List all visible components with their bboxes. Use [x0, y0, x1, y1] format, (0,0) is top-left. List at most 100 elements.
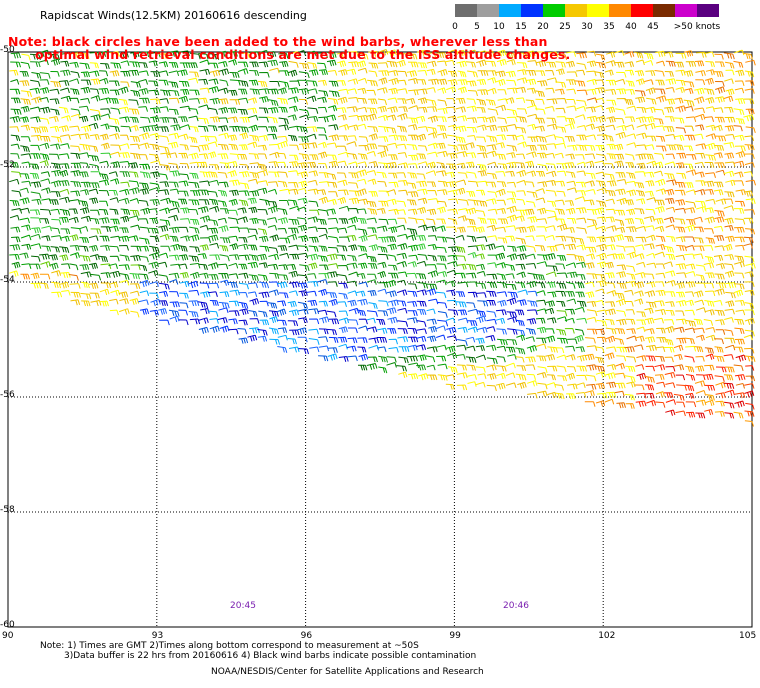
wind-barb — [119, 273, 130, 281]
wind-barb — [21, 90, 32, 98]
wind-barb — [734, 327, 745, 335]
wind-barb — [506, 253, 518, 261]
wind-barb — [666, 235, 676, 243]
wind-barb — [704, 189, 714, 195]
wind-barb — [20, 98, 31, 105]
wind-barb — [516, 190, 526, 196]
wind-barb — [734, 338, 745, 345]
wind-barb — [108, 190, 118, 196]
wind-barb — [336, 80, 346, 86]
wind-barb — [703, 262, 715, 269]
wind-barb — [635, 190, 645, 197]
wind-barb — [378, 282, 389, 288]
wind-barb — [158, 61, 169, 68]
wind-barb — [615, 328, 626, 335]
wind-barb — [486, 310, 497, 318]
wind-barb — [724, 401, 735, 409]
wind-barb — [665, 224, 676, 231]
wind-barb — [604, 398, 615, 405]
wind-barb — [318, 134, 328, 141]
wind-barb — [358, 318, 368, 325]
wind-barb — [605, 308, 616, 316]
wind-barb — [447, 189, 458, 196]
wind-barb — [715, 81, 725, 87]
wind-barb — [733, 364, 744, 372]
wind-barb — [288, 281, 300, 288]
wind-barb — [209, 69, 221, 77]
wind-barb — [594, 300, 605, 306]
wind-barb — [58, 80, 70, 87]
wind-barb — [714, 53, 724, 60]
wind-barb — [416, 300, 427, 307]
wind-barb — [109, 151, 121, 158]
wind-barb — [694, 60, 705, 67]
wind-barb — [694, 107, 705, 114]
wind-barb — [714, 346, 724, 353]
wind-barb — [656, 337, 667, 343]
wind-barb — [289, 161, 299, 168]
wind-barb — [586, 78, 597, 86]
wind-barb — [277, 208, 288, 215]
wind-barb — [457, 86, 467, 94]
wind-barb — [724, 263, 734, 270]
wind-barb — [229, 179, 240, 186]
wind-barb — [646, 281, 656, 288]
wind-barb — [386, 279, 396, 288]
wind-barb — [445, 59, 455, 66]
wind-barb — [615, 108, 626, 116]
wind-barb — [704, 207, 714, 214]
wind-barb — [357, 97, 367, 104]
wind-barb — [50, 108, 60, 116]
wind-barb — [288, 60, 299, 68]
wind-barb — [604, 173, 615, 181]
wind-barb — [119, 279, 130, 286]
wind-barb — [209, 254, 221, 261]
wind-barb — [446, 163, 457, 170]
wind-barb — [486, 116, 497, 123]
wind-barb — [467, 180, 479, 188]
wind-barb — [664, 346, 675, 353]
wind-barb — [316, 127, 327, 134]
wind-barb — [289, 80, 301, 87]
wind-barb — [120, 125, 132, 132]
wind-barb — [49, 262, 59, 270]
wind-barb — [685, 189, 696, 195]
wind-barb — [556, 163, 567, 169]
wind-barb — [477, 164, 487, 171]
wind-barb — [318, 309, 328, 316]
wind-barb — [545, 163, 557, 170]
wind-barb — [397, 233, 408, 240]
wind-barb — [486, 150, 497, 157]
wind-barb — [666, 144, 676, 151]
wind-barb — [248, 206, 258, 214]
wind-barb — [556, 126, 567, 133]
wind-barb — [516, 116, 527, 123]
wind-barb — [744, 347, 755, 354]
wind-barb — [436, 225, 446, 232]
lat-label: -60 — [0, 620, 15, 630]
wind-barb — [79, 207, 90, 214]
wind-barb — [367, 126, 379, 133]
wind-barb — [584, 153, 596, 160]
wind-barb — [109, 117, 120, 125]
wind-barb — [70, 71, 80, 78]
wind-barb — [188, 181, 200, 189]
wind-barb — [496, 345, 507, 352]
wind-barb — [298, 143, 310, 150]
wind-barb — [457, 115, 468, 122]
wind-barb — [475, 210, 486, 217]
wind-barb — [219, 245, 229, 252]
wind-barb — [614, 153, 625, 160]
wind-barb — [745, 375, 756, 382]
wind-barb — [515, 134, 525, 141]
wind-barb — [238, 272, 249, 279]
wind-barb — [357, 153, 368, 160]
wind-barb — [357, 346, 367, 353]
wind-barb — [228, 89, 238, 96]
wind-barb — [327, 347, 338, 353]
wind-barb — [674, 189, 686, 196]
wind-barb — [218, 132, 230, 139]
wind-barb — [694, 87, 705, 95]
wind-barb — [397, 307, 408, 314]
wind-barb — [497, 117, 507, 124]
